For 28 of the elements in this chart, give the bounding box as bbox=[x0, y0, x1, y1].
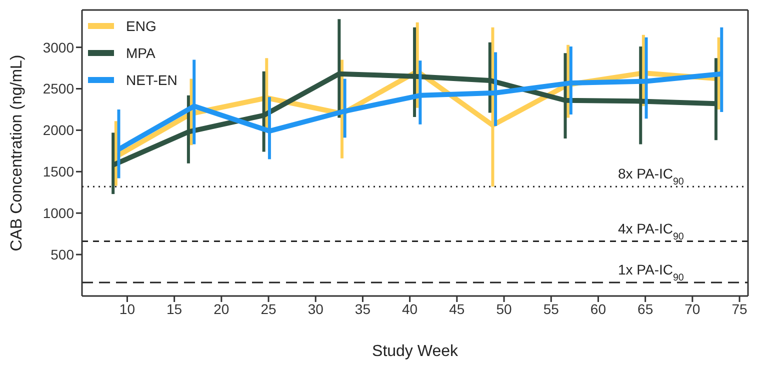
y-axis-title: CAB Concentration (ng/mL) bbox=[8, 54, 26, 252]
x-axis-title: Study Week bbox=[372, 343, 459, 360]
x-tick-label: 55 bbox=[543, 300, 560, 317]
x-tick-label: 60 bbox=[590, 300, 606, 317]
y-tick-label: 2500 bbox=[42, 80, 74, 97]
x-tick-label: 30 bbox=[308, 300, 324, 317]
x-tick-label: 10 bbox=[119, 300, 136, 317]
y-tick-label: 1000 bbox=[42, 205, 74, 222]
x-tick-label: 25 bbox=[260, 300, 277, 317]
ref-line-label: 1x PA-IC$_{90}$ bbox=[618, 261, 684, 283]
x-tick-label: 45 bbox=[449, 300, 465, 317]
x-tick-label: 65 bbox=[638, 300, 654, 317]
x-tick-label: 35 bbox=[354, 300, 371, 317]
x-tick-label: 40 bbox=[402, 300, 418, 317]
ref-line-label: 8x PA-IC$_{90}$ bbox=[618, 166, 684, 188]
y-tick-label: 3000 bbox=[42, 39, 74, 56]
x-tick-label: 15 bbox=[166, 300, 182, 317]
legend-label: MPA bbox=[126, 44, 156, 60]
y-tick-label: 2000 bbox=[42, 122, 74, 138]
x-tick-label: 70 bbox=[684, 300, 700, 317]
ref-line-label: 4x PA-IC$_{90}$ bbox=[618, 220, 684, 242]
x-tick-label: 20 bbox=[214, 300, 230, 317]
y-tick-label: 500 bbox=[50, 246, 74, 263]
legend-label: ENG bbox=[126, 18, 156, 34]
x-tick-label: 50 bbox=[496, 300, 512, 317]
legend-label: NET-EN bbox=[126, 72, 178, 88]
x-tick-label: 75 bbox=[732, 300, 748, 317]
y-tick-label: 1500 bbox=[42, 164, 74, 180]
